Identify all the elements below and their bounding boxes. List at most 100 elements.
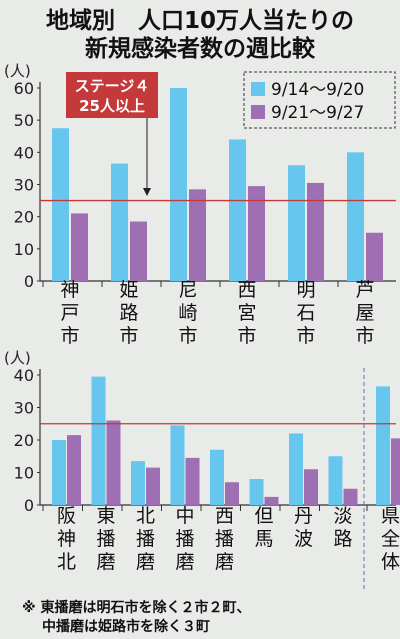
bar-week1 bbox=[249, 479, 264, 505]
legend-label-week1: 9/14～9/20 bbox=[271, 80, 364, 100]
category-label: 阪 bbox=[57, 505, 76, 527]
bar-week2 bbox=[366, 232, 383, 281]
footnote-line2: 中播磨は姫路市を除く３町 bbox=[42, 618, 210, 635]
category-label: 市 bbox=[355, 325, 374, 347]
category-label: 路 bbox=[333, 528, 352, 550]
category-label: 播 bbox=[215, 528, 234, 550]
category-label: 波 bbox=[294, 528, 313, 550]
category-label: 路 bbox=[119, 302, 138, 324]
category-label: 磨 bbox=[96, 551, 115, 573]
y-tick-label: 40 bbox=[14, 366, 34, 385]
bar-week2 bbox=[67, 435, 81, 505]
bar-week1 bbox=[288, 165, 305, 281]
category-label: 市 bbox=[119, 325, 138, 347]
category-label: 淡 bbox=[333, 505, 352, 527]
category-label: 神 bbox=[57, 528, 76, 550]
bar-week1 bbox=[170, 88, 187, 281]
category-label: 市 bbox=[296, 325, 315, 347]
chart-title-line1: 地域別 人口10万人当たりの bbox=[46, 7, 354, 34]
y-tick-label: 10 bbox=[14, 464, 34, 483]
bar-week1 bbox=[131, 461, 145, 505]
bar-week1 bbox=[91, 376, 106, 505]
bar-week2 bbox=[225, 482, 239, 505]
bar-week1 bbox=[376, 386, 390, 505]
category-label: 尼 bbox=[178, 279, 197, 301]
category-label: 崎 bbox=[178, 302, 197, 324]
y-tick-label: 30 bbox=[14, 399, 34, 418]
bar-week2 bbox=[307, 182, 324, 281]
category-label: 播 bbox=[96, 528, 115, 550]
category-label: 但 bbox=[254, 505, 273, 527]
y-tick-label: 30 bbox=[14, 176, 34, 195]
bar-week2 bbox=[189, 189, 206, 281]
bar-week1 bbox=[52, 128, 69, 281]
category-label: 磨 bbox=[136, 551, 155, 573]
stage4-label-box bbox=[66, 72, 158, 118]
category-label: 馬 bbox=[254, 528, 273, 550]
category-label: 姫 bbox=[119, 279, 138, 301]
y-unit-label-1: (人) bbox=[4, 62, 31, 80]
y-tick-label: 20 bbox=[14, 208, 34, 227]
category-label: 宮 bbox=[237, 302, 256, 324]
y-tick-label: 10 bbox=[14, 240, 34, 259]
category-label: 北 bbox=[57, 551, 76, 573]
y-tick-label: 0 bbox=[24, 496, 34, 515]
stage4-label-line2: 25人以上 bbox=[79, 97, 145, 115]
y-tick-label: 60 bbox=[14, 79, 34, 98]
category-label: 中 bbox=[175, 505, 194, 527]
category-label: 芦 bbox=[355, 279, 374, 301]
category-label: 西 bbox=[215, 505, 234, 527]
bar-week1 bbox=[52, 440, 66, 505]
bar-week2 bbox=[146, 467, 160, 505]
bar-week1 bbox=[170, 425, 185, 505]
stage4-label-line1: ステージ４ bbox=[75, 77, 150, 95]
bar-week2 bbox=[343, 488, 358, 505]
bar-week1 bbox=[347, 152, 364, 281]
category-label: 明 bbox=[296, 279, 315, 301]
category-label: 播 bbox=[175, 528, 194, 550]
bar-week2 bbox=[106, 420, 121, 505]
category-label: 北 bbox=[136, 505, 155, 527]
bar-week2 bbox=[264, 496, 279, 505]
bar-week2 bbox=[248, 186, 265, 281]
bar-week2 bbox=[185, 457, 200, 505]
bar-week1 bbox=[289, 433, 303, 505]
y-tick-label: 40 bbox=[14, 143, 34, 162]
category-label: 戸 bbox=[60, 302, 79, 324]
legend-label-week2: 9/21～9/27 bbox=[271, 103, 364, 123]
legend-swatch-week1 bbox=[251, 82, 265, 96]
y-tick-label: 0 bbox=[24, 272, 34, 291]
y-tick-label: 20 bbox=[14, 431, 34, 450]
stage4-arrow-head bbox=[143, 188, 151, 196]
category-label: 西 bbox=[237, 279, 256, 301]
category-label: 播 bbox=[136, 528, 155, 550]
category-label: 全 bbox=[381, 528, 400, 550]
category-label: 県 bbox=[381, 505, 400, 527]
bar-week1 bbox=[111, 163, 128, 281]
category-label: 市 bbox=[178, 325, 197, 347]
bar-week2 bbox=[304, 469, 318, 505]
legend-box bbox=[243, 71, 396, 129]
y-unit-label-2: (人) bbox=[4, 349, 31, 367]
bar-week2 bbox=[71, 213, 88, 281]
chart-title-line2: 新規感染者数の週比較 bbox=[85, 35, 316, 62]
category-label: 東 bbox=[96, 505, 115, 527]
category-label: 石 bbox=[296, 302, 315, 324]
bar-week2 bbox=[130, 221, 147, 281]
legend-swatch-week2 bbox=[251, 105, 265, 119]
bar-week2 bbox=[391, 438, 400, 505]
category-label: 市 bbox=[237, 325, 256, 347]
bar-week1 bbox=[328, 456, 343, 505]
bar-week1 bbox=[229, 139, 246, 281]
category-label: 神 bbox=[60, 279, 79, 301]
category-label: 丹 bbox=[294, 505, 313, 527]
bar-week1 bbox=[210, 449, 224, 505]
category-label: 磨 bbox=[175, 551, 194, 573]
category-label: 体 bbox=[381, 551, 400, 573]
category-label: 磨 bbox=[215, 551, 234, 573]
y-tick-label: 50 bbox=[14, 111, 34, 130]
footnote-line1: ※ 東播磨は明石市を除く２市２町、 bbox=[22, 599, 250, 616]
category-label: 屋 bbox=[355, 302, 374, 324]
